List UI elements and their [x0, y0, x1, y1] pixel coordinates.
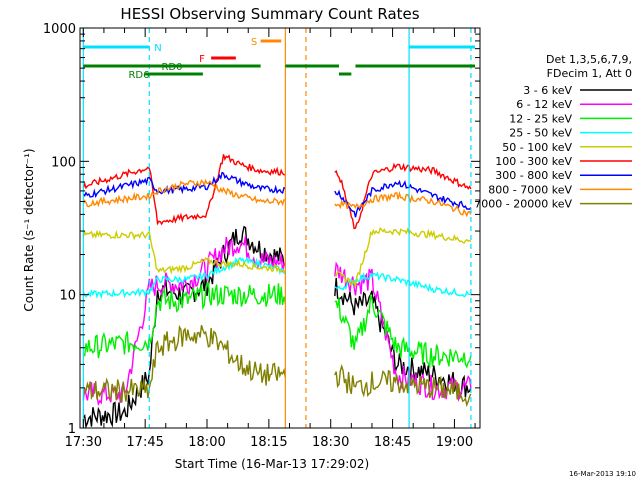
series-line-12-25-kev-1 [334, 293, 472, 369]
legend-label-25-50-kev: 25 - 50 keV [509, 127, 572, 140]
series-line-50-100-kev-1 [334, 226, 472, 287]
series-line-300-800-kev-1 [334, 179, 472, 218]
x-tick-label: 18:15 [250, 435, 287, 450]
x-tick-label: 18:45 [374, 435, 411, 450]
legend-header-line-2: FDecim 1, Att 0 [547, 67, 632, 80]
x-tick-label: 17:30 [65, 435, 102, 450]
series-line-6-12-kev-0 [82, 235, 286, 407]
series-line-300-800-kev-0 [82, 171, 286, 199]
series-line-800-7000-kev-0 [82, 178, 286, 208]
legend-label-300-800-kev: 300 - 800 keV [495, 169, 572, 182]
x-tick-label: 18:00 [188, 435, 225, 450]
y-axis-label: Count Rate (s⁻¹ detector⁻¹) [22, 148, 36, 311]
series-line-25-50-kev-0 [82, 256, 286, 300]
legend-label-12-25-kev: 12 - 25 keV [509, 112, 572, 125]
flag-label-n: N [154, 43, 161, 54]
plot-frame [79, 27, 481, 429]
chart-title: HESSI Observing Summary Count Rates [120, 5, 419, 23]
legend-label-100-300-kev: 100 - 300 keV [495, 155, 572, 168]
series-line-7000-20000-kev-1 [334, 363, 472, 408]
series-line-6-12-kev-1 [334, 261, 472, 403]
y-tick-label: 100 [51, 155, 76, 170]
flag-label-rd0: RD0 [161, 62, 182, 73]
flag-label-s: S [251, 37, 257, 48]
series-line-800-7000-kev-1 [334, 190, 472, 218]
series-line-7000-20000-kev-0 [82, 324, 287, 403]
series-line-25-50-kev-1 [334, 271, 472, 298]
legend-label-50-100-kev: 50 - 100 keV [502, 141, 572, 154]
x-tick-label: 17:45 [126, 435, 163, 450]
legend-label-7000-20000-kev: 7000 - 20000 keV [474, 198, 572, 211]
y-tick-label: 1 [68, 422, 76, 437]
flag-label-f: F [199, 54, 205, 65]
y-tick-label: 10 [59, 289, 76, 304]
legend-label-3-6-kev: 3 - 6 keV [523, 84, 572, 97]
x-tick-label: 18:30 [312, 435, 349, 450]
footer-date: 16-Mar-2013 19:10 [569, 470, 636, 478]
flag-label-rd6: RD6 [128, 70, 149, 81]
series-line-3-6-kev-0 [82, 225, 286, 430]
x-tick-label: 19:00 [436, 435, 473, 450]
series-line-50-100-kev-0 [82, 229, 286, 275]
series-line-100-300-kev-1 [334, 162, 472, 230]
legend-label-6-12-kev: 6 - 12 keV [516, 98, 572, 111]
x-axis-label: Start Time (16-Mar-13 17:29:02) [175, 457, 369, 471]
legend-label-800-7000-kev: 800 - 7000 keV [488, 183, 572, 196]
series-line-100-300-kev-0 [82, 154, 286, 226]
series-line-12-25-kev-0 [82, 282, 287, 359]
legend-header-line-1: Det 1,3,5,6,7,9, [546, 53, 632, 66]
y-tick-label: 1000 [43, 22, 76, 37]
